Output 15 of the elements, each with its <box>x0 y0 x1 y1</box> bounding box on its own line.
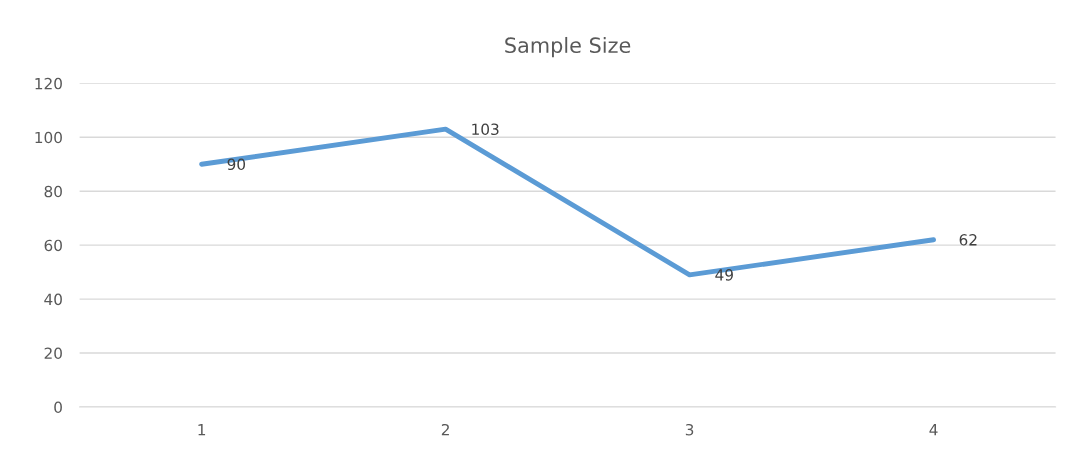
y-tick-label: 40 <box>44 293 62 306</box>
y-tick-label: 100 <box>35 131 62 144</box>
y-tick-label: 60 <box>44 239 62 252</box>
y-tick-label: 80 <box>44 185 62 198</box>
y-tick-label: 120 <box>35 77 62 90</box>
x-tick-label: 4 <box>929 424 938 436</box>
data-label: 62 <box>959 234 977 246</box>
data-label: 103 <box>472 123 499 136</box>
data-label: 49 <box>715 269 733 281</box>
y-tick-label: 20 <box>44 347 62 360</box>
x-tick-label: 3 <box>685 423 694 436</box>
x-tick-label: 2 <box>441 423 449 436</box>
chart-title: Sample Size <box>505 36 631 58</box>
y-tick-label: 0 <box>54 401 62 413</box>
x-tick-label: 1 <box>198 424 206 436</box>
